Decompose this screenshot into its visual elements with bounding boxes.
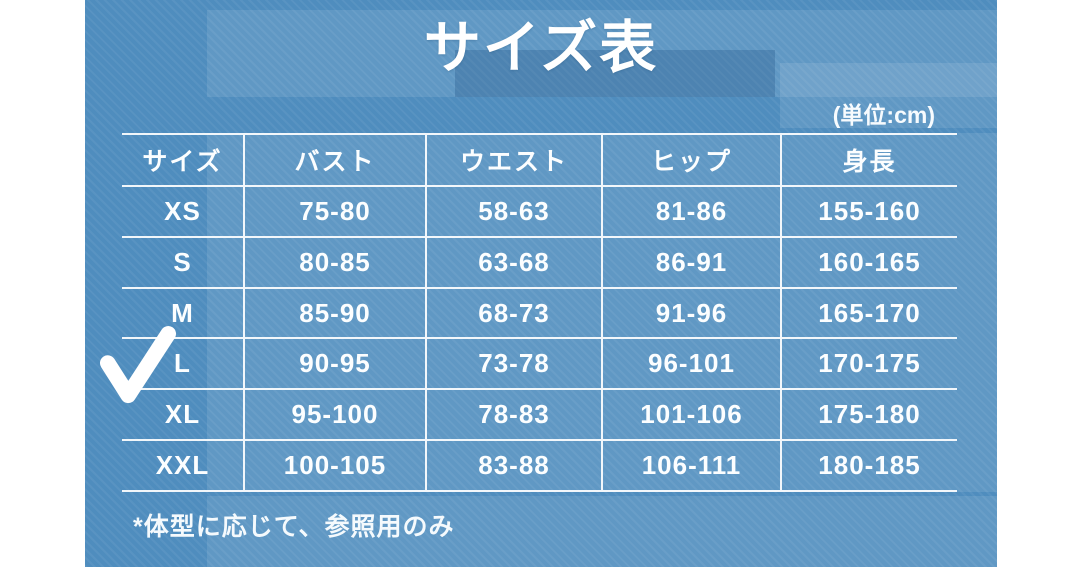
title-highlight-band (455, 50, 775, 97)
cell-height-xl: 175-180 (782, 390, 957, 442)
cell-bust-m: 85-90 (245, 288, 427, 340)
cell-size-xs: XS (122, 187, 245, 238)
cell-size-l: L (122, 339, 245, 391)
title-area-panel (207, 10, 1042, 97)
size-table: サイズ バスト ウエスト ヒップ 身長 XS 75-80 58-63 81-86 155… (122, 133, 957, 492)
cell-bust-xl: 95-100 (245, 390, 427, 442)
page-title: サイズ表 (423, 16, 659, 80)
cell-hip-s: 86-91 (603, 237, 782, 289)
cell-waist-xl: 78-83 (427, 390, 603, 442)
column-header-waist: ウエスト (427, 135, 603, 187)
cell-waist-m: 68-73 (427, 288, 603, 340)
table-area-panel (207, 133, 1042, 492)
cell-waist-s: 63-68 (427, 237, 603, 289)
cell-bust-xs: 75-80 (245, 187, 427, 238)
cell-hip-xs: 81-86 (603, 187, 782, 238)
footnote-band (207, 496, 1042, 567)
cell-waist-xs: 58-63 (427, 187, 603, 238)
unit-label: (単位:cm) (832, 102, 935, 128)
cell-bust-s: 80-85 (245, 237, 427, 289)
cell-size-m: M (122, 288, 245, 340)
cell-height-s: 160-165 (782, 238, 957, 289)
column-header-size: サイズ (122, 135, 245, 187)
cell-size-s: S (122, 237, 245, 289)
cell-height-l: 170-175 (782, 339, 957, 391)
cell-height-xxl: 180-185 (782, 441, 957, 492)
cell-waist-xxl: 83-88 (427, 441, 603, 492)
check-icon (99, 326, 177, 404)
column-header-height: 身長 (782, 135, 957, 187)
column-header-bust: バスト (245, 135, 427, 187)
column-header-hip: ヒップ (603, 135, 782, 187)
cell-bust-l: 90-95 (245, 339, 427, 391)
cell-height-xs: 155-160 (782, 187, 957, 238)
cell-waist-l: 73-78 (427, 339, 603, 391)
cell-size-xxl: XXL (122, 441, 245, 492)
cell-hip-xl: 101-106 (603, 390, 782, 442)
cell-hip-xxl: 106-111 (603, 441, 782, 492)
cell-bust-xxl: 100-105 (245, 441, 427, 492)
cell-height-m: 165-170 (782, 289, 957, 340)
page-background (85, 0, 1042, 567)
cell-size-xl: XL (122, 390, 245, 442)
cell-hip-m: 91-96 (603, 288, 782, 340)
footnote: *体型に応じて、参照用のみ (133, 513, 455, 541)
unit-label-panel (780, 63, 1042, 128)
cell-hip-l: 96-101 (603, 339, 782, 391)
